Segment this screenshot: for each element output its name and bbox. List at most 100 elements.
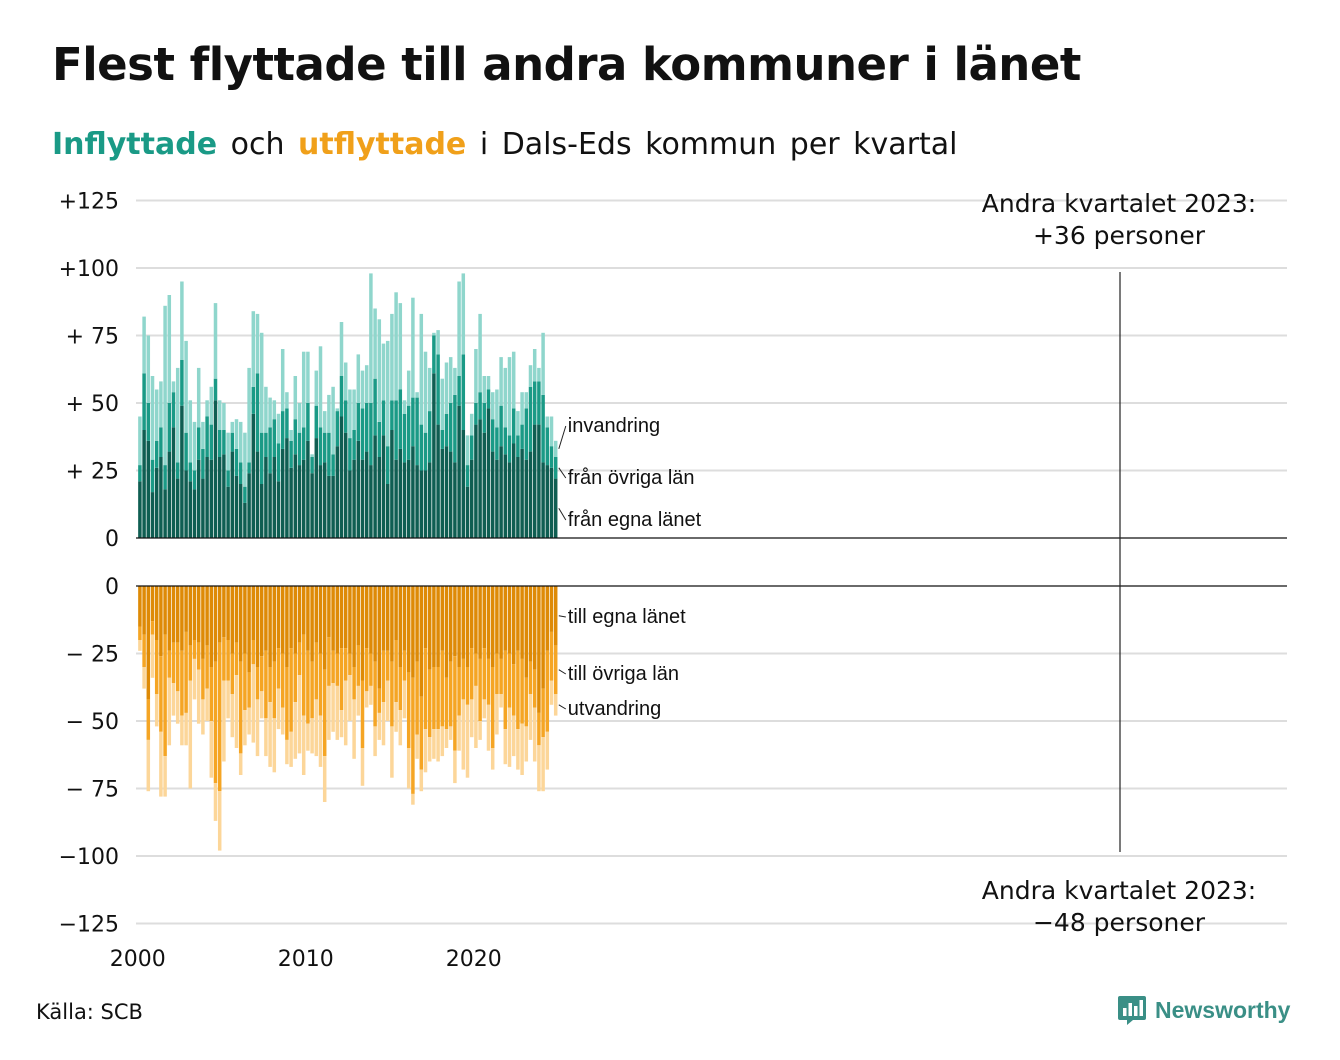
bar-inflow-2	[465, 435, 470, 466]
bar-inflow-0	[348, 470, 352, 538]
bar-inflow-1	[524, 408, 529, 460]
bar-inflow-2	[297, 403, 302, 433]
bar-outflow-2	[327, 685, 331, 740]
series-in-label: invandring	[568, 415, 660, 437]
bar-inflow-2	[524, 392, 529, 409]
bar-inflow-2	[142, 316, 146, 374]
bar-outflow-0	[310, 586, 314, 662]
bar-inflow-2	[184, 340, 188, 433]
bar-inflow-0	[314, 438, 319, 538]
bar-outflow-1	[314, 642, 319, 700]
bar-outflow-0	[184, 586, 188, 632]
bar-outflow-1	[490, 667, 495, 748]
bar-inflow-0	[402, 462, 407, 538]
bar-outflow-0	[327, 586, 331, 638]
bar-inflow-1	[217, 430, 222, 457]
bar-outflow-0	[192, 586, 197, 640]
bar-inflow-2	[331, 386, 335, 455]
bar-inflow-2	[478, 313, 482, 393]
bar-inflow-2	[364, 365, 369, 403]
bar-outflow-1	[146, 699, 151, 740]
brand-logo: Newsworthy	[1117, 994, 1290, 1026]
bar-outflow-2	[495, 694, 499, 735]
bar-outflow-0	[411, 586, 415, 678]
bar-outflow-1	[528, 661, 533, 694]
bar-outflow-1	[465, 667, 470, 705]
bar-outflow-2	[381, 702, 386, 746]
bar-outflow-2	[255, 699, 260, 757]
bar-outflow-0	[373, 586, 377, 662]
bar-inflow-0	[516, 457, 520, 538]
source-note: Källa: SCB	[36, 1000, 143, 1024]
bar-outflow-2	[440, 726, 445, 757]
bar-inflow-0	[318, 465, 323, 538]
bar-inflow-2	[301, 351, 306, 428]
bar-inflow-0	[259, 484, 264, 538]
bar-outflow-2	[373, 726, 377, 757]
bar-outflow-2	[272, 718, 277, 773]
bar-outflow-0	[507, 586, 512, 654]
bar-outflow-0	[524, 586, 529, 678]
bar-outflow-2	[482, 699, 487, 719]
bar-outflow-2	[348, 675, 352, 721]
bar-outflow-0	[280, 586, 285, 654]
bar-outflow-1	[343, 648, 348, 681]
bar-inflow-2	[495, 389, 499, 428]
bar-outflow-1	[373, 661, 377, 727]
series-out-leader-line	[558, 615, 566, 618]
bar-inflow-0	[390, 430, 394, 538]
bar-outflow-0	[520, 586, 524, 659]
bar-inflow-2	[553, 440, 558, 457]
bar-inflow-1	[478, 392, 482, 420]
bar-outflow-1	[356, 645, 361, 686]
bar-outflow-1	[453, 656, 457, 751]
bar-outflow-2	[196, 669, 201, 724]
bar-inflow-2	[436, 330, 440, 355]
bar-inflow-2	[457, 281, 461, 376]
bar-outflow-0	[478, 586, 482, 659]
bar-inflow-0	[411, 446, 415, 538]
bar-outflow-1	[415, 661, 419, 735]
bar-outflow-1	[486, 658, 491, 705]
bar-inflow-0	[175, 478, 180, 538]
bar-inflow-2	[511, 351, 516, 409]
bar-inflow-1	[301, 427, 306, 460]
bar-inflow-2	[327, 394, 331, 433]
bar-inflow-2	[264, 386, 268, 433]
bar-inflow-2	[356, 354, 361, 403]
bar-inflow-0	[415, 465, 419, 538]
bar-outflow-0	[301, 586, 306, 635]
bar-inflow-1	[276, 443, 281, 482]
bar-inflow-2	[381, 343, 386, 401]
bar-inflow-2	[541, 332, 545, 395]
bar-outflow-2	[289, 731, 293, 767]
bar-inflow-1	[516, 435, 520, 457]
bar-outflow-1	[238, 661, 243, 754]
bar-outflow-1	[264, 650, 268, 719]
bar-inflow-2	[154, 389, 159, 441]
bar-outflow-2	[201, 699, 205, 735]
bar-inflow-0	[394, 459, 398, 538]
bar-inflow-2	[373, 308, 377, 379]
bar-outflow-0	[415, 586, 419, 662]
bar-outflow-2	[230, 694, 235, 738]
bar-inflow-2	[474, 349, 478, 403]
bar-outflow-0	[419, 586, 424, 697]
x-tick-label: 2000	[110, 947, 166, 972]
bar-outflow-0	[138, 586, 142, 627]
bar-inflow-2	[398, 303, 403, 390]
bar-outflow-2	[339, 710, 344, 738]
bar-inflow-2	[482, 376, 487, 403]
bar-outflow-0	[150, 586, 155, 622]
bar-outflow-1	[322, 669, 327, 757]
bar-inflow-1	[507, 435, 512, 463]
bar-inflow-2	[419, 313, 424, 425]
bar-inflow-0	[310, 473, 314, 538]
top-annotation-line2: +36 personer	[1033, 221, 1206, 250]
bar-outflow-0	[339, 586, 344, 649]
bar-inflow-0	[364, 451, 369, 538]
bar-outflow-1	[507, 653, 512, 708]
bar-outflow-0	[356, 586, 361, 646]
bar-outflow-1	[196, 642, 201, 670]
bar-outflow-1	[209, 667, 214, 721]
